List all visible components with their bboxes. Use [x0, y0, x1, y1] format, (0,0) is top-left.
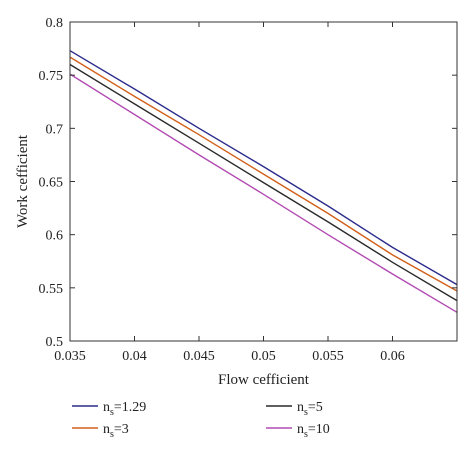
series-line-2: [69, 63, 458, 302]
legend-item-0: ns=1.29: [72, 400, 146, 418]
x-tick-label: 0.055: [312, 349, 344, 364]
y-tick-label: 0.8: [46, 16, 64, 31]
legend: ns=1.29 ns=5 ns=3 ns=10: [72, 400, 330, 440]
y-axis-ticks: 0.5 0.55 0.6 0.65 0.7 0.75 0.8: [39, 16, 457, 350]
series-line-3: [69, 73, 458, 313]
y-tick-label: 0.5: [46, 335, 64, 350]
x-tick-label: 0.045: [183, 349, 215, 364]
plot-frame: [69, 21, 458, 342]
x-tick-label: 0.06: [380, 349, 405, 364]
plot-lines: [69, 50, 458, 313]
x-tick-label: 0.035: [54, 349, 86, 364]
legend-label: ns=5: [297, 400, 323, 418]
y-tick-label: 0.55: [39, 282, 64, 297]
x-axis-ticks: 0.035 0.04 0.045 0.05 0.055 0.06: [54, 22, 405, 364]
legend-item-2: ns=3: [72, 422, 129, 440]
y-tick-label: 0.65: [39, 176, 64, 191]
legend-label: ns=10: [297, 422, 330, 440]
legend-label: ns=3: [103, 422, 129, 440]
x-axis-label: Flow cefficient: [218, 372, 310, 388]
x-tick-label: 0.05: [251, 349, 276, 364]
legend-item-1: ns=5: [266, 400, 323, 418]
y-tick-label: 0.6: [46, 229, 64, 244]
y-tick-label: 0.7: [46, 122, 64, 137]
y-axis-label: Work cefficient: [15, 134, 31, 228]
x-tick-label: 0.04: [122, 349, 147, 364]
legend-item-3: ns=10: [266, 422, 330, 440]
series-line-0: [69, 50, 458, 286]
y-tick-label: 0.75: [39, 69, 64, 84]
series-line-1: [69, 56, 458, 292]
legend-label: ns=1.29: [103, 400, 146, 418]
